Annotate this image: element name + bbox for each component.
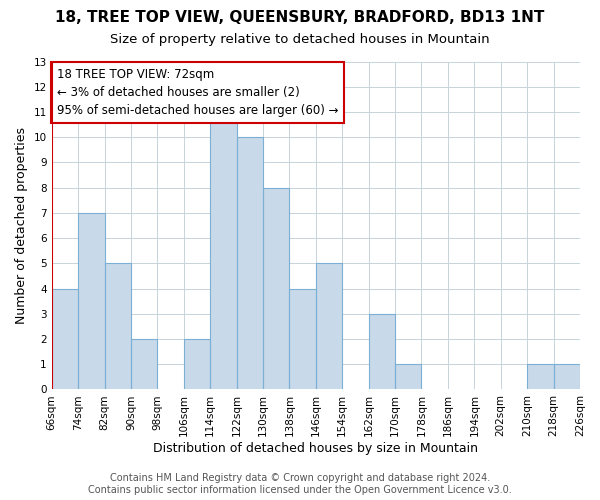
Text: Contains HM Land Registry data © Crown copyright and database right 2024.
Contai: Contains HM Land Registry data © Crown c… [88,474,512,495]
Text: 18 TREE TOP VIEW: 72sqm
← 3% of detached houses are smaller (2)
95% of semi-deta: 18 TREE TOP VIEW: 72sqm ← 3% of detached… [57,68,338,117]
X-axis label: Distribution of detached houses by size in Mountain: Distribution of detached houses by size … [154,442,478,455]
Y-axis label: Number of detached properties: Number of detached properties [15,127,28,324]
Text: 18, TREE TOP VIEW, QUEENSBURY, BRADFORD, BD13 1NT: 18, TREE TOP VIEW, QUEENSBURY, BRADFORD,… [55,10,545,25]
Text: Size of property relative to detached houses in Mountain: Size of property relative to detached ho… [110,32,490,46]
